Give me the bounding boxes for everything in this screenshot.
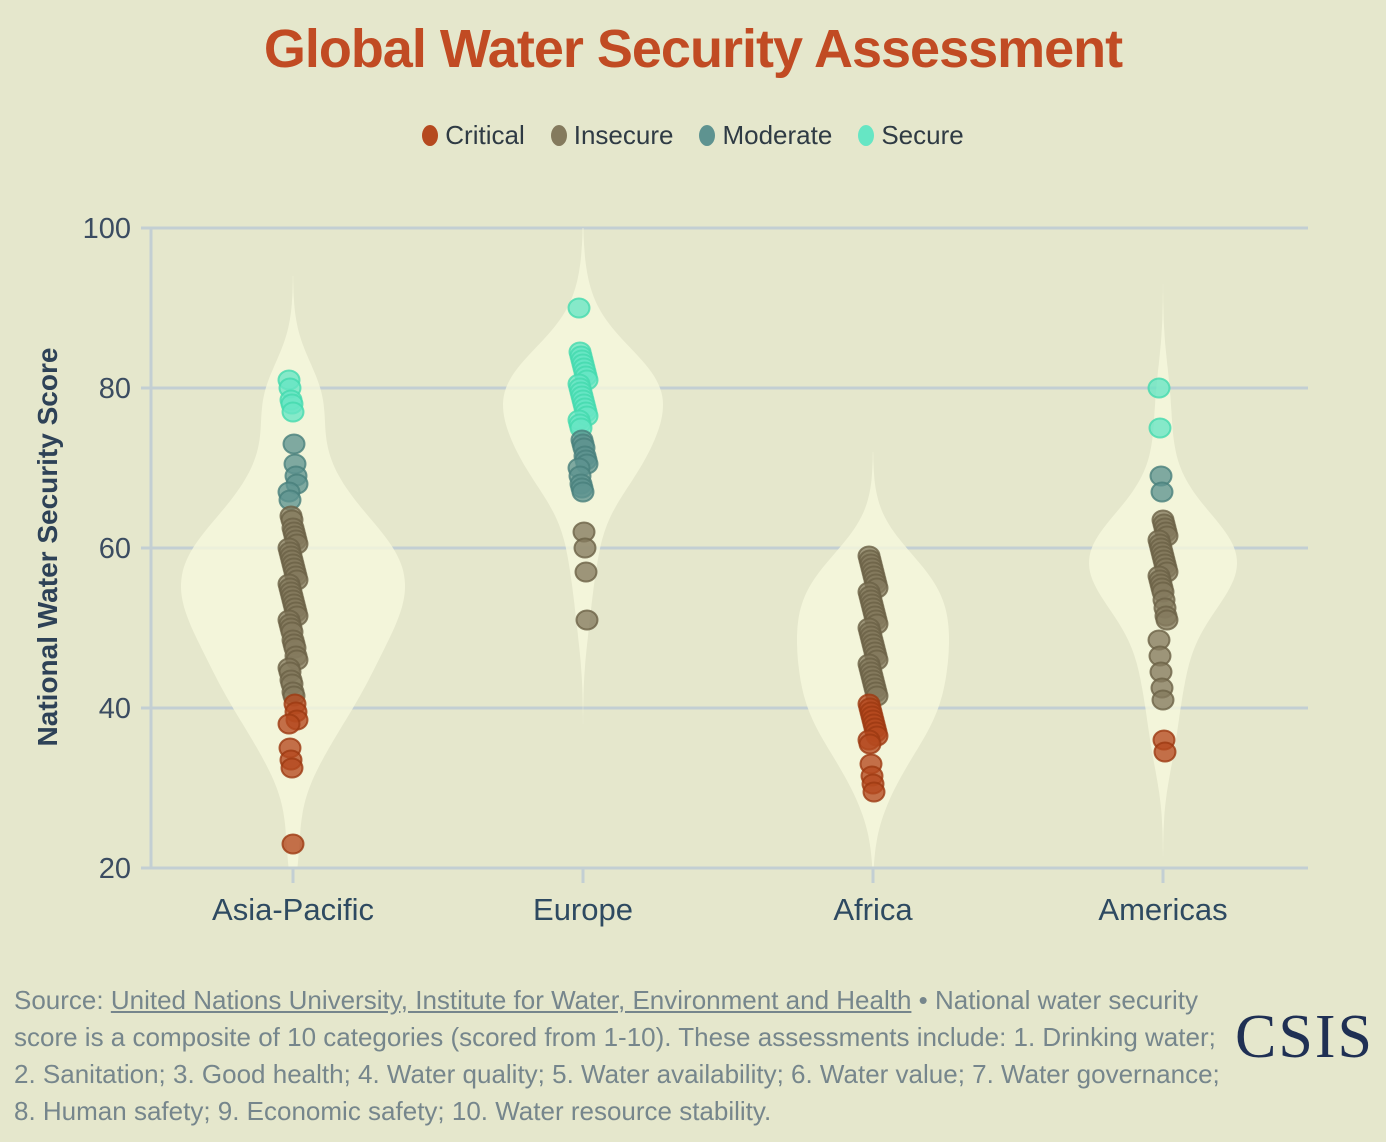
chart-legend: Critical Insecure Moderate Secure	[0, 120, 1386, 151]
source-label: Source:	[14, 985, 111, 1015]
data-point-americas-insecure[interactable]	[1151, 689, 1175, 711]
legend-item-secure[interactable]: Secure	[858, 120, 964, 151]
critical-swatch-icon	[422, 125, 439, 146]
legend-item-moderate[interactable]: Moderate	[699, 120, 832, 151]
ytick-label-40: 40	[99, 693, 131, 725]
data-point-americas-secure[interactable]	[1148, 417, 1172, 439]
page-title: Global Water Security Assessment	[263, 19, 1123, 79]
data-point-africa-critical[interactable]	[858, 733, 882, 755]
violin-chart-canvas: 100 80 60 40 20 Asia-Pacific Europe Africa Ameri…	[32, 213, 1308, 927]
data-point-europe-insecure[interactable]	[574, 561, 598, 583]
data-point-asia-pacific-secure[interactable]	[281, 401, 305, 423]
category-label-asia-pacific: Asia-Pacific	[212, 892, 374, 927]
legend-label: Secure	[881, 120, 964, 150]
ytick-label-60: 60	[99, 533, 131, 565]
data-point-africa-critical[interactable]	[862, 781, 886, 803]
ytick-label-80: 80	[99, 373, 131, 405]
data-point-americas-moderate[interactable]	[1150, 481, 1174, 503]
data-point-asia-pacific-critical[interactable]	[280, 757, 304, 779]
category-label-europe: Europe	[533, 892, 633, 927]
data-point-americas-secure[interactable]	[1147, 377, 1171, 399]
category-label-africa: Africa	[833, 892, 913, 927]
source-note-text: • National water security score is a com…	[14, 985, 1220, 1126]
secure-swatch-icon	[858, 125, 875, 146]
csis-logo: CSIS	[1235, 1003, 1374, 1071]
data-point-asia-pacific-moderate[interactable]	[282, 433, 306, 455]
data-point-asia-pacific-critical[interactable]	[277, 713, 301, 735]
data-point-americas-insecure[interactable]	[1155, 609, 1179, 631]
data-point-europe-moderate[interactable]	[571, 481, 595, 503]
source-link[interactable]: United Nations University, Institute for…	[110, 985, 912, 1015]
legend-item-insecure[interactable]: Insecure	[550, 120, 674, 151]
category-label-americas: Americas	[1098, 892, 1227, 927]
data-point-europe-insecure[interactable]	[573, 537, 597, 559]
moderate-swatch-icon	[699, 125, 716, 146]
legend-label: Critical	[445, 120, 525, 150]
source-note: Source: United Nations University, Insti…	[14, 982, 1239, 1130]
insecure-swatch-icon	[550, 125, 567, 146]
legend-label: Moderate	[722, 120, 833, 150]
data-point-europe-insecure[interactable]	[575, 609, 599, 631]
ytick-label-20: 20	[99, 853, 131, 885]
legend-item-critical[interactable]: Critical	[422, 120, 525, 151]
data-point-europe-secure[interactable]	[567, 297, 591, 319]
legend-label: Insecure	[573, 120, 674, 150]
y-axis-title: National Water Security Score	[32, 348, 63, 747]
data-point-asia-pacific-critical[interactable]	[281, 833, 305, 855]
ytick-label-100: 100	[83, 213, 131, 245]
data-point-americas-critical[interactable]	[1153, 741, 1177, 763]
